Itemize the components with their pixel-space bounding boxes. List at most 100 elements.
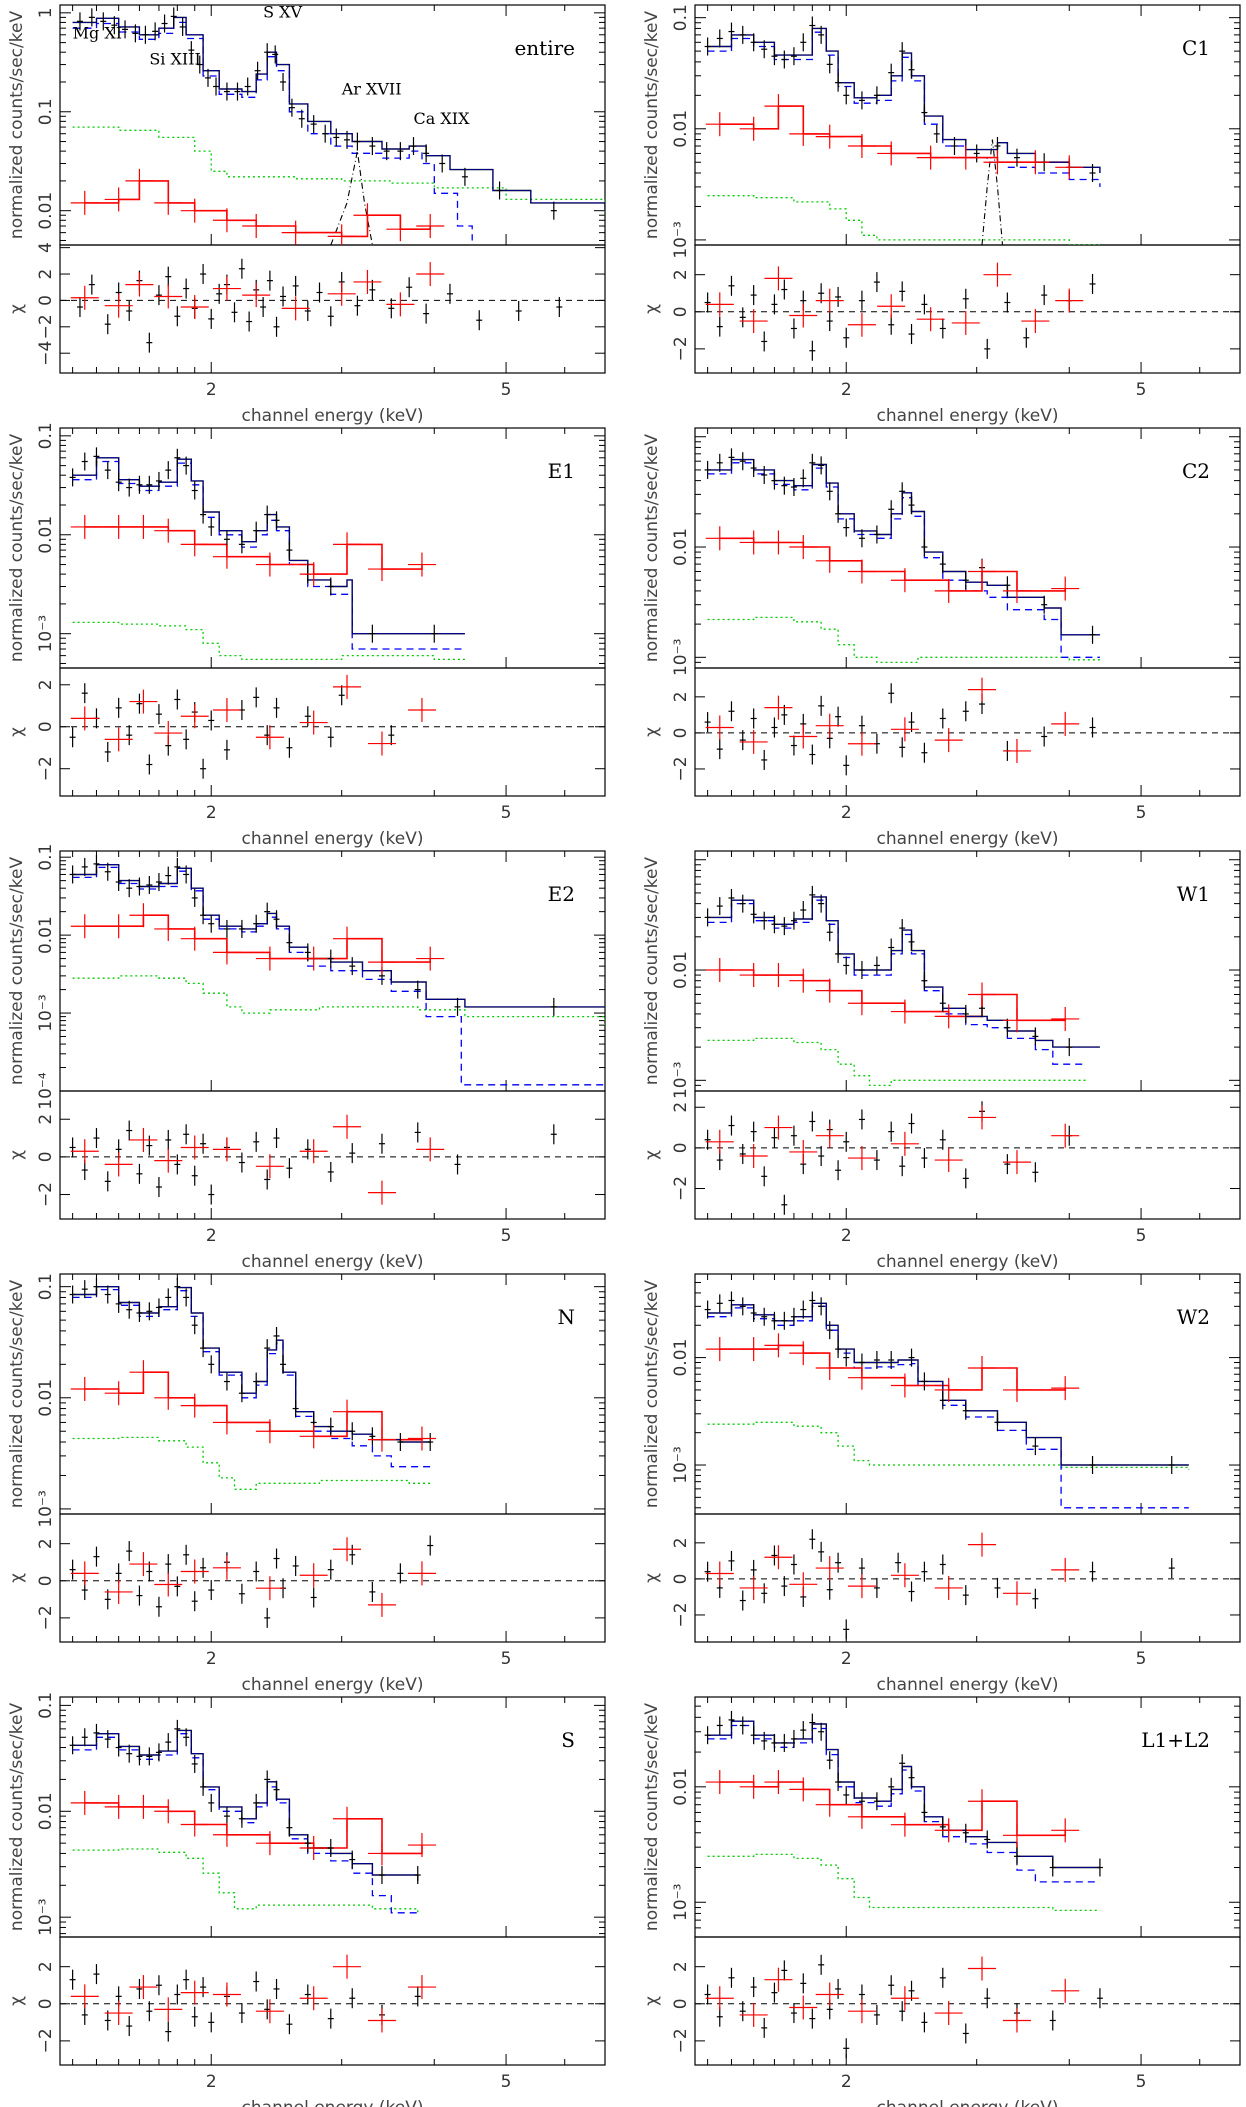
resid-tick-label: −2 — [671, 336, 691, 361]
resid-tick-label: 2 — [36, 1961, 56, 1972]
x-tick-label: 5 — [1136, 803, 1147, 823]
resid-tick-label: 0 — [36, 1998, 56, 2009]
panel-c2: 2 5 channel energy (keV) 0.01 10⁻³ normalized… — [642, 427, 1241, 849]
x-tick-label: 5 — [501, 1649, 512, 1669]
resid-tick-label: 0 — [36, 1151, 56, 1162]
y-tick-label: 0.01 — [671, 951, 691, 989]
resid-tick-label: −2 — [36, 1605, 56, 1630]
total-model-overlay — [72, 1730, 419, 1881]
source-component-line — [707, 462, 1100, 658]
background-model-step — [719, 969, 1066, 1022]
panel-label: C1 — [1182, 36, 1210, 60]
y-tick-label: 0.01 — [36, 916, 56, 954]
y-tick-label: 0.1 — [36, 844, 56, 871]
y-tick-label: 10⁻⁴ — [36, 1072, 56, 1110]
y-tick-label: 10⁻³ — [36, 1490, 56, 1527]
background-model-line — [72, 1436, 431, 1490]
residual-frame — [694, 1090, 1241, 1220]
resid-tick-label: −2 — [671, 1602, 691, 1627]
resid-tick-label: 2 — [671, 1961, 691, 1972]
panel-e1: 2 5 channel energy (keV) 0.1 0.01 10⁻³ normali… — [7, 422, 606, 849]
resid-tick-label: 0 — [36, 1575, 56, 1586]
resid-tick-label: 2 — [671, 1102, 691, 1113]
residual-frame — [59, 244, 606, 374]
x-tick-label: 5 — [1136, 2072, 1147, 2092]
y-tick-label: 0.01 — [36, 516, 56, 554]
spectrum-frame — [59, 1696, 606, 1938]
y-tick-label: 0.1 — [36, 1692, 56, 1719]
background-model-step — [84, 914, 431, 963]
resid-tick-label: −2 — [671, 756, 691, 781]
emission-line-label: Si XIII — [149, 50, 201, 69]
residual-frame — [694, 1513, 1241, 1643]
resid-tick-label: 4 — [36, 242, 56, 253]
y-tick-label: 0.01 — [36, 192, 56, 230]
resid-axis-title: χ — [642, 1573, 662, 1583]
total-model-overlay — [72, 457, 465, 635]
background-model-line — [72, 126, 605, 216]
resid-axis-title: χ — [7, 727, 27, 737]
background-model-step — [719, 537, 1066, 592]
y-axis-title: normalized counts/sec/keV — [642, 1703, 662, 1932]
panel-label: E1 — [548, 459, 575, 483]
panel-label: E2 — [548, 882, 575, 906]
emission-line-label: S XV — [263, 2, 302, 21]
x-tick-label: 2 — [206, 2072, 217, 2092]
total-model-line — [707, 1720, 1100, 1869]
y-tick-label: 0.1 — [36, 1273, 56, 1300]
panel-label: entire — [514, 36, 575, 60]
total-model-overlay — [707, 28, 1101, 173]
source-component-line — [707, 1305, 1189, 1509]
background-model-line — [72, 975, 605, 1026]
x-tick-label: 2 — [206, 803, 217, 823]
resid-tick-label: 0 — [671, 306, 691, 317]
y-tick-label: 10⁻³ — [671, 1884, 691, 1921]
y-tick-label: 10⁻³ — [36, 994, 56, 1031]
y-tick-label: 10⁻³ — [671, 221, 691, 258]
resid-tick-label: 0 — [671, 727, 691, 738]
total-model-overlay — [707, 1720, 1100, 1868]
resid-tick-label: 0 — [36, 721, 56, 732]
x-tick-label: 5 — [501, 803, 512, 823]
x-axis-title: channel energy (keV) — [877, 1675, 1059, 1695]
y-tick-label: 0.01 — [36, 1792, 56, 1830]
resid-axis-title: χ — [7, 1573, 27, 1583]
resid-tick-label: 2 — [36, 1114, 56, 1125]
resid-tick-label: 0 — [671, 1998, 691, 2009]
resid-axis-title: χ — [642, 1996, 662, 2006]
x-tick-label: 2 — [206, 380, 217, 400]
background-model-line — [707, 616, 1100, 664]
x-tick-label: 2 — [841, 1226, 852, 1246]
background-model-line — [707, 195, 1100, 245]
background-model-step — [84, 526, 423, 575]
y-axis-title: normalized counts/sec/keV — [7, 1703, 27, 1932]
total-model-overlay — [707, 896, 1100, 1048]
y-tick-label: 0.1 — [671, 4, 691, 31]
panel-w1: 2 5 channel energy (keV) 0.01 10⁻³ normalized… — [642, 850, 1241, 1272]
spectrum-frame — [694, 4, 1241, 246]
source-component-line — [72, 460, 465, 650]
residual-frame — [59, 1936, 606, 2066]
total-model-line — [707, 896, 1100, 1048]
resid-tick-label: 2 — [36, 679, 56, 690]
resid-tick-label: −2 — [36, 756, 56, 781]
resid-tick-label: 2 — [36, 269, 56, 280]
background-model-step — [84, 1371, 423, 1441]
x-tick-label: 2 — [206, 1226, 217, 1246]
total-model-line — [72, 1729, 419, 1881]
y-tick-label: 0.01 — [36, 1379, 56, 1417]
panel-c1: 2 5 channel energy (keV) 0.1 0.01 10⁻³ normali… — [642, 4, 1241, 426]
panel-entire: 2 5 channel energy (keV) 1 0.1 0.01 normalized… — [7, 2, 606, 426]
y-axis-title: normalized counts/sec/keV — [7, 11, 27, 240]
total-model-line — [707, 27, 1101, 173]
panel-n: 2 5 channel energy (keV) 0.1 0.01 10⁻³ normali… — [7, 1273, 606, 1695]
background-model-line — [707, 1037, 1086, 1087]
x-tick-label: 5 — [1136, 1226, 1147, 1246]
y-tick-label: 10⁻³ — [36, 615, 56, 652]
total-model-line — [707, 458, 1100, 636]
y-axis-title: normalized counts/sec/keV — [642, 857, 662, 1086]
resid-axis-title: χ — [7, 1996, 27, 2006]
resid-tick-label: −4 — [36, 341, 56, 366]
panel-label: S — [561, 1728, 575, 1752]
y-axis-title: normalized counts/sec/keV — [7, 857, 27, 1086]
